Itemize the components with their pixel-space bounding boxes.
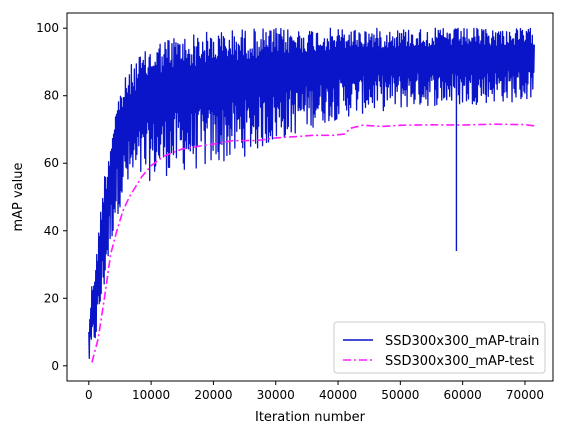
legend-train-label: SSD300x300_mAP-train	[385, 334, 539, 349]
x-tick-label: 20000	[194, 388, 232, 402]
y-tick-label: 80	[44, 89, 59, 103]
x-tick-label: 60000	[444, 388, 482, 402]
x-tick-label: 40000	[319, 388, 357, 402]
axes-frame	[66, 12, 554, 382]
legend-box	[333, 321, 546, 374]
y-tick-label: 100	[36, 21, 59, 35]
y-tick-label: 60	[44, 156, 59, 170]
x-tick-label: 0	[85, 388, 93, 402]
ticks: 0 10000 20000 30000 40000 50000 60000 70000 0 20 4…	[36, 21, 544, 402]
y-tick-label: 40	[44, 224, 59, 238]
x-tick-label: 70000	[506, 388, 544, 402]
x-tick-label: 10000	[132, 388, 170, 402]
y-tick-label: 20	[44, 291, 59, 305]
y-axis-label: mAP value	[11, 162, 26, 231]
x-tick-label: 30000	[257, 388, 295, 402]
x-axis-label: Iteration number	[255, 410, 366, 425]
plot-area	[88, 27, 535, 363]
series-test-line	[91, 123, 535, 363]
legend: SSD300x300_mAP-train SSD300x300_mAP-test	[333, 321, 546, 374]
y-tick-label: 0	[51, 359, 59, 373]
x-tick-label: 50000	[381, 388, 419, 402]
series-train-line	[88, 27, 535, 360]
legend-test-label: SSD300x300_mAP-test	[385, 354, 534, 369]
